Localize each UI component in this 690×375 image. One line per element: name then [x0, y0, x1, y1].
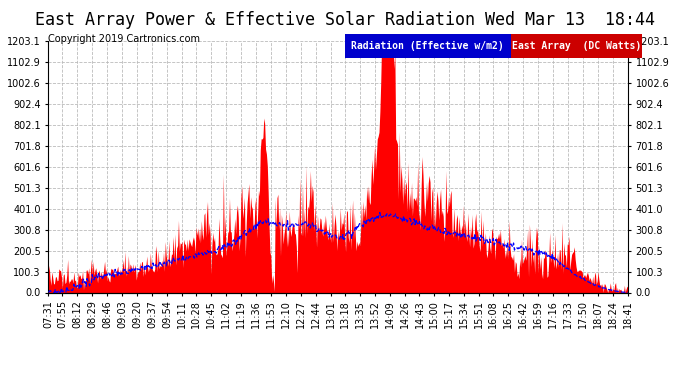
Text: East Array Power & Effective Solar Radiation Wed Mar 13  18:44: East Array Power & Effective Solar Radia…: [35, 11, 655, 29]
Text: East Array  (DC Watts): East Array (DC Watts): [511, 41, 641, 51]
Text: Radiation (Effective w/m2): Radiation (Effective w/m2): [351, 41, 504, 51]
Text: Copyright 2019 Cartronics.com: Copyright 2019 Cartronics.com: [48, 34, 200, 44]
